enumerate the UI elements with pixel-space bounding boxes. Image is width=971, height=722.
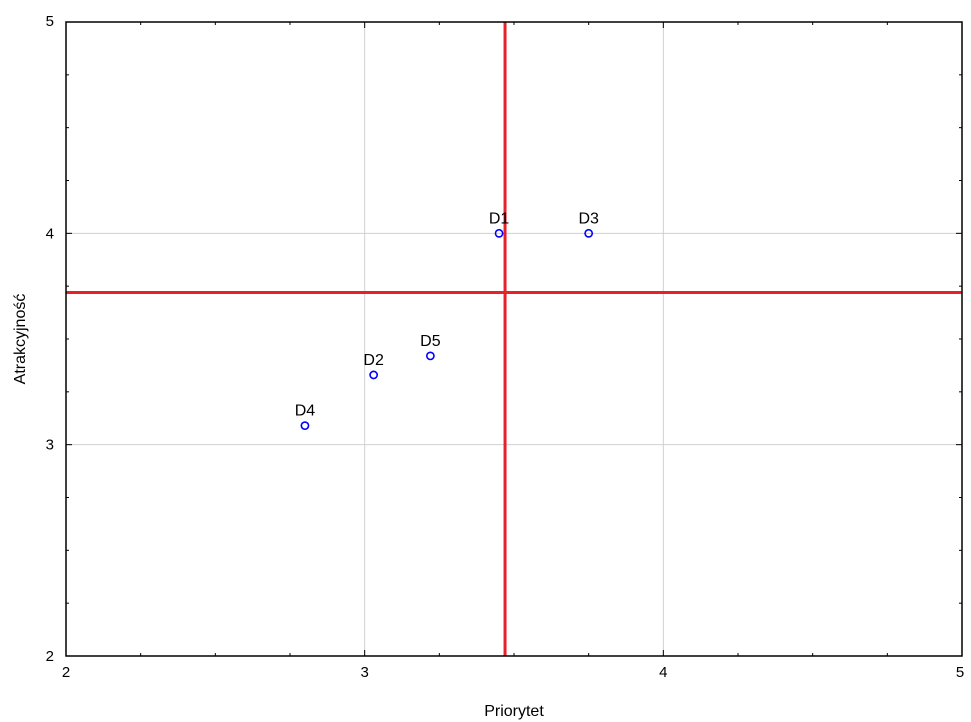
- y-tick-labels: 2 3 4 5: [46, 13, 54, 665]
- point-label-d1: D1: [489, 210, 510, 227]
- point-label-d3: D3: [578, 210, 599, 227]
- grid-lines: [66, 22, 962, 656]
- data-points: D1 D3 D5 D2 D4: [295, 210, 599, 431]
- x-tick-label: 2: [62, 664, 70, 681]
- data-point-d4: [300, 421, 310, 431]
- y-tick-label: 5: [46, 13, 54, 30]
- y-axis-title: Atrakcyjność: [12, 294, 29, 385]
- x-tick-labels: 2 3 4 5: [62, 664, 964, 681]
- point-label-d5: D5: [420, 333, 441, 350]
- data-point-d3: [584, 228, 594, 238]
- y-tick-label: 3: [46, 437, 54, 454]
- x-tick-label: 4: [659, 664, 667, 681]
- point-label-d4: D4: [295, 403, 316, 420]
- data-point-d5: [425, 351, 435, 361]
- minor-ticks: [65, 21, 963, 657]
- data-point-d2: [369, 370, 379, 380]
- plot-frame: [65, 21, 963, 657]
- x-axis-title: Priorytet: [484, 703, 544, 720]
- data-point-d1: [494, 228, 504, 238]
- y-tick-label: 2: [46, 648, 54, 665]
- reference-lines: [66, 22, 962, 656]
- x-tick-label: 5: [956, 664, 964, 681]
- point-label-d2: D2: [363, 352, 384, 369]
- y-tick-label: 4: [46, 225, 54, 242]
- x-tick-label: 3: [360, 664, 368, 681]
